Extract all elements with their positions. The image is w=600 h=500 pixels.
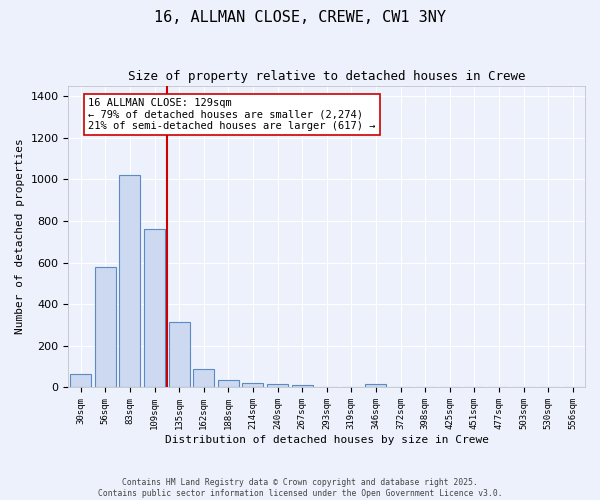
Text: 16, ALLMAN CLOSE, CREWE, CW1 3NY: 16, ALLMAN CLOSE, CREWE, CW1 3NY: [154, 10, 446, 25]
Title: Size of property relative to detached houses in Crewe: Size of property relative to detached ho…: [128, 70, 526, 83]
Bar: [169, 322, 190, 388]
Bar: [70, 374, 91, 388]
Bar: [144, 229, 165, 388]
Y-axis label: Number of detached properties: Number of detached properties: [15, 138, 25, 334]
Bar: [218, 380, 239, 388]
Text: 16 ALLMAN CLOSE: 129sqm
← 79% of detached houses are smaller (2,274)
21% of semi: 16 ALLMAN CLOSE: 129sqm ← 79% of detache…: [88, 98, 376, 131]
Bar: [267, 384, 288, 388]
X-axis label: Distribution of detached houses by size in Crewe: Distribution of detached houses by size …: [165, 435, 489, 445]
Bar: [292, 386, 313, 388]
Bar: [95, 266, 116, 388]
Bar: [242, 384, 263, 388]
Bar: [193, 368, 214, 388]
Bar: [365, 384, 386, 388]
Bar: [119, 175, 140, 388]
Text: Contains HM Land Registry data © Crown copyright and database right 2025.
Contai: Contains HM Land Registry data © Crown c…: [98, 478, 502, 498]
